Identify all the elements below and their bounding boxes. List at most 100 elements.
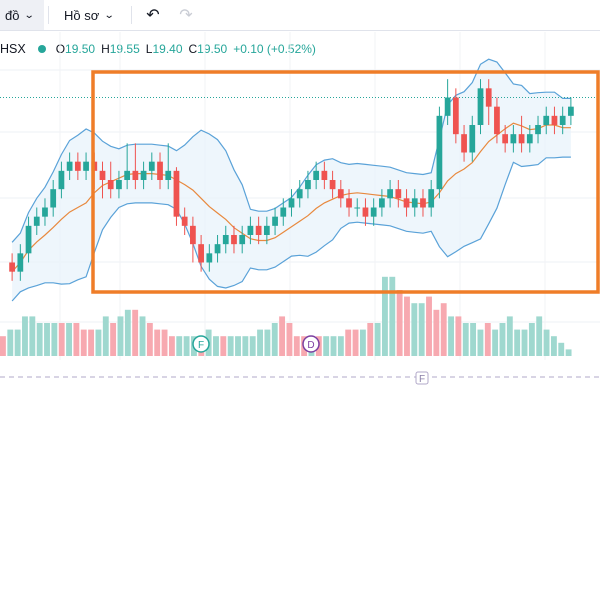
undo-icon: ↶ bbox=[146, 7, 160, 24]
candle-body bbox=[107, 180, 114, 190]
change-value: +0.10 (+0.52%) bbox=[233, 42, 316, 56]
volume-bar bbox=[132, 309, 139, 356]
volume-bar bbox=[374, 323, 381, 356]
event-marker-d-label: D bbox=[307, 340, 314, 351]
volume-bar bbox=[161, 329, 168, 356]
volume-bar bbox=[235, 336, 241, 356]
candle-body bbox=[568, 106, 574, 116]
volume-bar bbox=[499, 323, 506, 356]
candle-body bbox=[263, 225, 270, 235]
candle-body bbox=[214, 244, 221, 254]
candles bbox=[9, 79, 574, 281]
candle-body bbox=[362, 207, 369, 217]
chart-menu-button[interactable]: đồ ⌄ bbox=[0, 0, 44, 30]
profile-menu-button[interactable]: Hồ sơ ⌄ bbox=[56, 0, 122, 30]
candle-body bbox=[387, 189, 393, 199]
candle-body bbox=[296, 189, 303, 199]
volume-bar bbox=[95, 329, 102, 356]
candle-body bbox=[469, 125, 476, 153]
chevron-down-icon: ⌄ bbox=[104, 9, 115, 21]
high-key: H bbox=[101, 42, 110, 56]
candle-body bbox=[25, 225, 32, 254]
candle-body bbox=[354, 207, 361, 209]
volume-bar bbox=[146, 323, 153, 356]
volume-bar bbox=[528, 323, 535, 356]
volume-bar bbox=[433, 309, 440, 356]
toolbar-divider bbox=[48, 6, 49, 24]
candle-body bbox=[181, 216, 188, 226]
candle-body bbox=[272, 216, 278, 226]
candle-body bbox=[42, 207, 48, 217]
candle-body bbox=[502, 134, 509, 144]
volume-bar bbox=[80, 329, 87, 356]
volume-bar bbox=[389, 276, 396, 356]
candle-body bbox=[140, 170, 147, 180]
profile-menu-label: Hồ sơ bbox=[64, 7, 100, 23]
volume-bar bbox=[293, 336, 300, 356]
candle-body bbox=[198, 244, 204, 263]
high-value: 19.55 bbox=[109, 42, 140, 56]
event-marker-f-circle bbox=[192, 335, 210, 353]
bollinger-basis-line bbox=[11, 122, 571, 273]
candle-body bbox=[173, 170, 180, 217]
candle-body bbox=[17, 253, 24, 272]
candle-body bbox=[477, 88, 484, 125]
volume-bar bbox=[462, 323, 469, 356]
volume-bar bbox=[168, 336, 175, 356]
chart-menu-label: đồ bbox=[5, 7, 20, 23]
timeline-marker-label: F bbox=[419, 374, 425, 385]
candle-body bbox=[436, 115, 443, 190]
candle-body bbox=[518, 134, 525, 144]
volume-bar bbox=[345, 329, 352, 356]
candle-body bbox=[239, 235, 246, 245]
timeline-marker: F bbox=[415, 371, 429, 385]
volume-bar bbox=[448, 316, 454, 356]
candle-body bbox=[346, 198, 352, 208]
volume-bar bbox=[440, 303, 447, 356]
candle-body bbox=[83, 161, 89, 171]
candle-body bbox=[485, 88, 492, 107]
candle-body bbox=[116, 180, 122, 190]
volume-bar bbox=[264, 329, 271, 356]
candle-body bbox=[132, 170, 139, 180]
volume-bar bbox=[550, 336, 557, 356]
volume-bar bbox=[88, 329, 95, 356]
candle-body bbox=[255, 225, 262, 235]
candle-body bbox=[231, 235, 237, 245]
candle-body bbox=[190, 225, 196, 245]
candle-body bbox=[280, 207, 287, 217]
redo-button[interactable]: ↷ bbox=[173, 0, 199, 30]
candle-body bbox=[321, 170, 328, 180]
timeline-marker-box bbox=[415, 371, 429, 385]
candle-body bbox=[535, 125, 541, 135]
candle-body bbox=[510, 134, 517, 144]
volume-bar bbox=[367, 323, 374, 356]
volume-bar bbox=[73, 323, 80, 356]
volume-bar bbox=[271, 323, 278, 356]
volume-bar bbox=[382, 276, 388, 356]
event-marker-d-circle bbox=[302, 335, 320, 353]
volume-bar bbox=[337, 336, 344, 356]
volume-bar bbox=[279, 316, 286, 356]
candle-body bbox=[66, 161, 73, 171]
volume-bar bbox=[51, 323, 58, 356]
volume-bar bbox=[521, 329, 528, 356]
candle-body bbox=[222, 235, 229, 245]
low-key: L bbox=[145, 42, 153, 56]
volume-bar bbox=[66, 323, 72, 356]
candle-body bbox=[559, 115, 566, 125]
volume-bar bbox=[22, 316, 28, 356]
volume-bar bbox=[484, 323, 491, 356]
market-status-dot bbox=[37, 45, 46, 53]
toolbar-divider bbox=[131, 6, 132, 24]
candle-body bbox=[420, 198, 426, 208]
volume-bar bbox=[455, 316, 462, 356]
candle-body bbox=[206, 253, 213, 263]
undo-button[interactable]: ↶ bbox=[140, 0, 166, 30]
volume-bar bbox=[514, 329, 521, 356]
volume-bar bbox=[470, 323, 477, 356]
volume-bar bbox=[352, 329, 359, 356]
event-marker-f: F bbox=[192, 335, 210, 353]
